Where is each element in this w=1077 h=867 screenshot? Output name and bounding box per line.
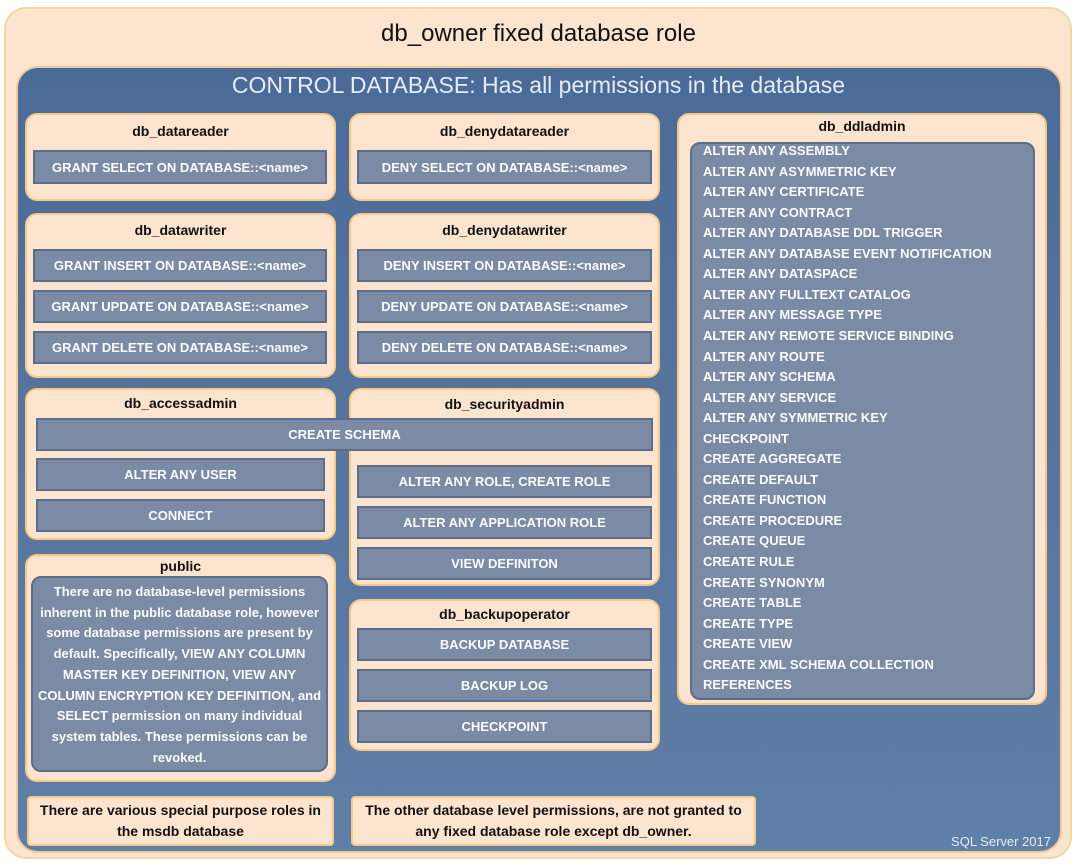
ddladmin-permission-item: ALTER ANY ROUTE [703, 348, 825, 364]
perm-deny-update: DENY UPDATE ON DATABASE::<name> [357, 290, 652, 323]
panel-title-db-securityadmin: db_securityadmin [444, 396, 565, 412]
ddladmin-permission-item: ALTER ANY MESSAGE TYPE [703, 307, 882, 323]
note-other-permissions: The other database level permissions, ar… [351, 796, 756, 846]
perm-create-schema-shared: CREATE SCHEMA [36, 418, 653, 451]
perm-grant-update: GRANT UPDATE ON DATABASE::<name> [33, 290, 327, 323]
perm-deny-insert: DENY INSERT ON DATABASE::<name> [357, 249, 652, 282]
perm-connect: CONNECT [36, 499, 325, 532]
panel-title-db-datareader: db_datareader [132, 123, 229, 139]
perm-grant-insert: GRANT INSERT ON DATABASE::<name> [33, 249, 327, 282]
ddladmin-permission-item: CHECKPOINT [703, 430, 789, 446]
public-description: There are no database-level permissions … [31, 576, 328, 772]
perm-grant-delete: GRANT DELETE ON DATABASE::<name> [33, 331, 327, 364]
panel-title-db-accessadmin: db_accessadmin [124, 395, 237, 411]
perm-view-definition: VIEW DEFINITON [357, 547, 652, 580]
ddladmin-permission-item: ALTER ANY SCHEMA [703, 369, 836, 385]
perm-backup-log: BACKUP LOG [357, 669, 652, 702]
ddladmin-permission-item: ALTER ANY FULLTEXT CATALOG [703, 286, 911, 302]
ddladmin-permission-item: ALTER ANY DATASPACE [703, 266, 858, 282]
footer-version: SQL Server 2017 [951, 834, 1051, 849]
panel-title-db-backupoperator: db_backupoperator [439, 606, 570, 622]
diagram-title: db_owner fixed database role [381, 20, 696, 47]
note-msdb-roles: There are various special purpose roles … [27, 796, 334, 846]
panel-title-db-datawriter: db_datawriter [134, 222, 227, 238]
ddladmin-permission-item: CREATE QUEUE [703, 533, 806, 549]
ddladmin-permission-item: CREATE VIEW [703, 636, 793, 652]
control-database-title: CONTROL DATABASE: Has all permissions in… [231, 72, 846, 98]
ddladmin-permission-item: ALTER ANY ASYMMETRIC KEY [703, 163, 897, 179]
ddladmin-permission-item: CREATE TYPE [703, 615, 794, 631]
ddladmin-permission-item: CREATE XML SCHEMA COLLECTION [703, 656, 934, 672]
ddladmin-permission-item: ALTER ANY SYMMETRIC KEY [703, 410, 888, 426]
ddladmin-permission-item: CREATE DEFAULT [703, 471, 819, 487]
ddladmin-permission-item: CREATE TABLE [703, 595, 802, 611]
panel-title-public: public [159, 558, 202, 574]
ddladmin-permission-item: ALTER ANY DATABASE EVENT NOTIFICATION [703, 245, 992, 261]
ddladmin-permission-item: ALTER ANY DATABASE DDL TRIGGER [703, 225, 943, 241]
ddladmin-permission-item: ALTER ANY CERTIFICATE [703, 184, 865, 200]
ddladmin-permission-item: ALTER ANY REMOTE SERVICE BINDING [703, 327, 954, 343]
ddladmin-permission-item: CREATE AGGREGATE [703, 451, 842, 467]
perm-deny-delete: DENY DELETE ON DATABASE::<name> [357, 331, 652, 364]
perm-alter-any-role: ALTER ANY ROLE, CREATE ROLE [357, 465, 652, 498]
perm-alter-any-user: ALTER ANY USER [36, 458, 325, 491]
ddladmin-permission-item: CREATE RULE [703, 554, 795, 569]
ddladmin-permission-item: CREATE PROCEDURE [703, 512, 843, 528]
panel-title-db-ddladmin: db_ddladmin [818, 118, 906, 134]
panel-title-db-denydatareader: db_denydatareader [439, 123, 570, 139]
perm-alter-any-application-role: ALTER ANY APPLICATION ROLE [357, 506, 652, 539]
ddladmin-permission-item: CREATE FUNCTION [703, 492, 827, 508]
perm-grant-select: GRANT SELECT ON DATABASE::<name> [33, 150, 327, 184]
ddladmin-permission-item: CREATE SYNONYM [703, 574, 825, 590]
ddladmin-permission-list [690, 142, 1035, 700]
ddladmin-permission-item: REFERENCES [703, 677, 792, 693]
ddladmin-permission-item: ALTER ANY ASSEMBLY [703, 143, 850, 158]
perm-deny-select: DENY SELECT ON DATABASE::<name> [357, 150, 652, 184]
perm-checkpoint-backup: CHECKPOINT [357, 710, 652, 743]
ddladmin-permission-item: ALTER ANY CONTRACT [703, 204, 853, 220]
perm-backup-database: BACKUP DATABASE [357, 628, 652, 661]
ddladmin-permission-item: ALTER ANY SERVICE [703, 389, 837, 405]
panel-title-db-denydatawriter: db_denydatawriter [442, 222, 567, 238]
